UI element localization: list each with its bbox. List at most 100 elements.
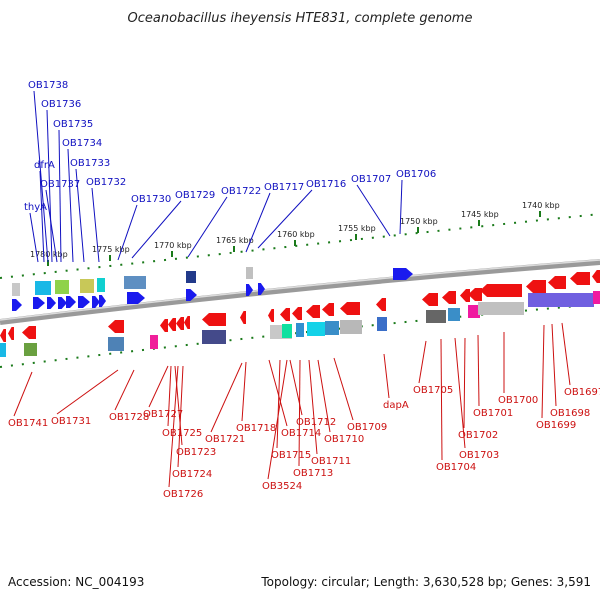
gene-label[interactable]: OB1715 <box>271 450 311 461</box>
gene-label[interactable]: OB1723 <box>176 447 216 458</box>
gene-label[interactable]: OB1703 <box>459 450 499 461</box>
gene-label[interactable]: OB1707 <box>351 174 391 185</box>
gene-label[interactable]: OB1718 <box>236 423 276 434</box>
forward-gene-arrow <box>58 297 67 309</box>
scale-tick-label: 1780 kbp <box>30 250 68 259</box>
gene-label[interactable]: OB1731 <box>51 416 91 427</box>
reverse-gene-arrow <box>548 276 566 289</box>
scale-tick-label: 1760 kbp <box>277 230 315 239</box>
label-leader-line <box>33 90 49 263</box>
gene-label[interactable]: thyA <box>24 202 47 213</box>
reverse-gene-arrow <box>176 317 184 330</box>
gene-label[interactable]: OB1713 <box>293 468 333 479</box>
reverse-gene-arrow <box>468 288 482 301</box>
forward-gene-arrow <box>393 268 413 280</box>
gene-label[interactable]: OB1710 <box>324 434 364 445</box>
reverse-gene-arrow <box>442 291 456 304</box>
label-leader-line <box>561 322 571 386</box>
label-leader-line <box>67 148 74 263</box>
forward-gene-arrow <box>186 289 197 301</box>
label-leader-line <box>276 359 281 449</box>
label-leader-line <box>399 179 403 235</box>
gene-label[interactable]: OB1727 <box>143 409 183 420</box>
gene-label[interactable]: OB1726 <box>163 489 203 500</box>
gene-label[interactable]: OB1697 <box>564 387 600 398</box>
accession-text: Accession: NC_004193 <box>8 575 144 589</box>
gene-label[interactable]: OB1699 <box>536 420 576 431</box>
gene-label[interactable]: OB1706 <box>396 169 436 180</box>
label-leader-line <box>114 369 135 411</box>
label-leader-line <box>241 361 247 422</box>
genome-backbone-highlight <box>0 259 600 321</box>
genome-summary-text: Topology: circular; Length: 3,630,528 bp… <box>260 575 591 589</box>
gene-labels: OB1738 OB1736 OB1735 OB1734 dfrA OB1733 OB1737… <box>8 80 600 500</box>
forward-feature-blocks <box>12 267 253 296</box>
label-leader-line <box>29 212 39 263</box>
label-leader-line <box>39 170 45 263</box>
gene-label[interactable]: OB1711 <box>311 456 351 467</box>
scale-ticks: 1780 kbp 1775 kbp 1770 kbp 1765 kbp 1760 kbp… <box>30 201 560 266</box>
gene-label[interactable]: dapA <box>383 400 409 411</box>
gene-label[interactable]: OB1698 <box>550 408 590 419</box>
gene-label[interactable]: OB1734 <box>62 138 102 149</box>
gene-label[interactable]: OB1722 <box>221 186 261 197</box>
gene-label[interactable]: OB1741 <box>8 418 48 429</box>
forward-gene-arrow <box>127 292 145 304</box>
gene-label[interactable]: OB1704 <box>436 462 476 473</box>
label-leader-line <box>13 371 33 417</box>
gene-label[interactable]: OB1735 <box>53 119 93 130</box>
gene-label[interactable]: OB1737 <box>40 179 80 190</box>
reverse-gene-arrow <box>108 320 124 333</box>
gene-label[interactable]: OB1724 <box>172 469 212 480</box>
forward-gene-arrow <box>12 299 22 311</box>
scale-tick-label: 1755 kbp <box>338 224 376 233</box>
label-leader-line <box>177 365 184 468</box>
reverse-gene-arrow <box>592 270 600 283</box>
label-leader-line <box>45 189 58 263</box>
label-leader-line <box>187 196 228 258</box>
label-leader-line <box>167 365 172 427</box>
gene-label[interactable]: OB1732 <box>86 177 126 188</box>
scale-tick-label: 1750 kbp <box>400 217 438 226</box>
gene-label[interactable]: OB1738 <box>28 80 68 91</box>
gene-label[interactable]: OB1705 <box>413 385 453 396</box>
label-leader-line <box>257 189 313 249</box>
gene-label[interactable]: OB1733 <box>70 158 110 169</box>
label-leader-line <box>117 204 138 261</box>
label-leader-line <box>383 353 390 399</box>
gene-label[interactable]: OB1736 <box>41 99 81 110</box>
gene-label[interactable]: dfrA <box>34 160 55 171</box>
reverse-gene-arrow <box>422 293 438 306</box>
label-leader-line <box>477 334 480 407</box>
label-leader-line <box>356 184 391 237</box>
forward-gene-arrow <box>92 296 100 308</box>
gene-label[interactable]: OB1728 <box>109 412 149 423</box>
gene-label[interactable]: OB1709 <box>347 422 387 433</box>
gene-label[interactable]: OB1701 <box>473 408 513 419</box>
label-leader-lines <box>13 90 571 488</box>
gene-label[interactable]: OB3524 <box>262 481 302 492</box>
gene-label[interactable]: OB1702 <box>458 430 498 441</box>
label-leader-line <box>418 340 427 384</box>
forward-gene-arrow <box>33 297 45 309</box>
label-leader-line <box>440 338 443 461</box>
forward-gene-arrow <box>78 296 90 308</box>
reverse-gene-arrow <box>460 289 470 302</box>
label-leader-line <box>267 359 288 480</box>
label-leader-line <box>58 129 62 263</box>
gene-label[interactable]: OB1712 <box>296 417 336 428</box>
reverse-feature-blocks <box>0 291 600 357</box>
gene-label[interactable]: OB1714 <box>281 428 321 439</box>
gene-label[interactable]: OB1729 <box>175 190 215 201</box>
gene-label[interactable]: OB1716 <box>306 179 346 190</box>
gene-label[interactable]: OB1721 <box>205 434 245 445</box>
forward-gene-arrow <box>66 296 76 308</box>
gene-label[interactable]: OB1730 <box>131 194 171 205</box>
label-leader-line <box>75 168 85 263</box>
gene-label[interactable]: OB1700 <box>498 395 538 406</box>
gene-label[interactable]: OB1717 <box>264 182 304 193</box>
gene-label[interactable]: OB1725 <box>162 428 202 439</box>
forward-gene-arrow <box>246 284 253 296</box>
reverse-gene-arrow <box>340 302 360 315</box>
label-leader-line <box>131 200 182 259</box>
